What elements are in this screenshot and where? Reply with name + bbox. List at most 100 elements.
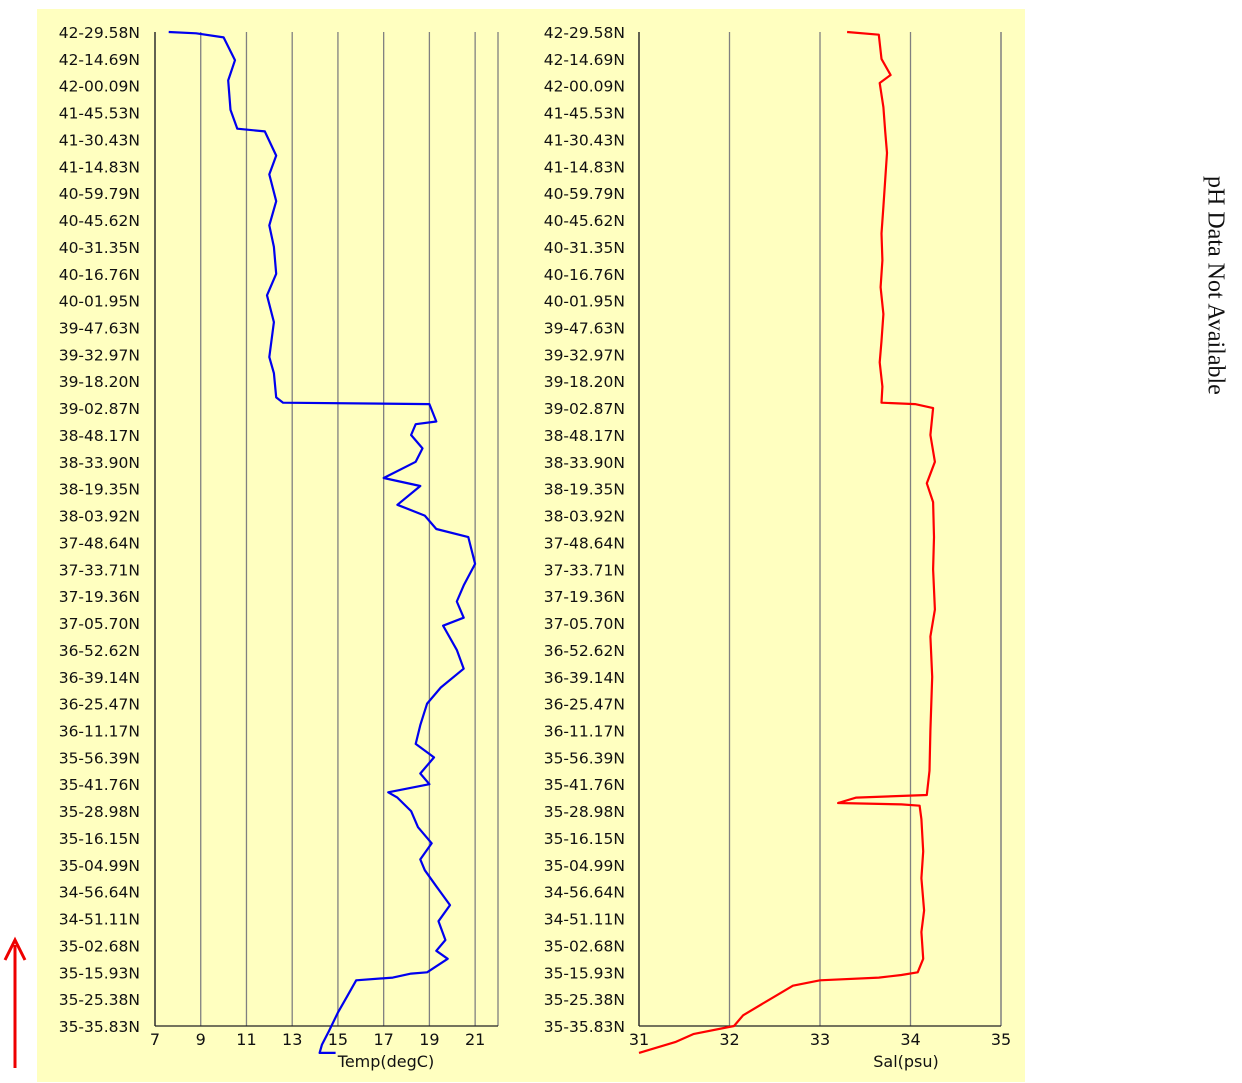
salinity-latitude-label: 39-18.20N — [544, 373, 625, 391]
temperature-latitude-label: 35-25.38N — [59, 991, 140, 1009]
temperature-latitude-label: 35-28.98N — [59, 803, 140, 821]
temperature-latitude-label: 41-30.43N — [59, 131, 140, 149]
salinity-series-line — [638, 30, 936, 1054]
salinity-x-tick-label: 33 — [810, 1030, 830, 1049]
temperature-latitude-label: 35-56.39N — [59, 749, 140, 767]
salinity-latitude-label: 36-25.47N — [544, 696, 625, 714]
temperature-latitude-label: 34-56.64N — [59, 884, 140, 902]
temperature-latitude-label: 38-19.35N — [59, 481, 140, 499]
salinity-latitude-label: 41-45.53N — [544, 105, 625, 123]
salinity-latitude-label: 37-05.70N — [544, 615, 625, 633]
salinity-latitude-label: 40-59.79N — [544, 185, 625, 203]
temperature-latitude-label: 41-45.53N — [59, 105, 140, 123]
salinity-latitude-label: 35-16.15N — [544, 830, 625, 848]
salinity-x-tick-label: 34 — [900, 1030, 920, 1049]
salinity-x-axis-label: Sal(psu) — [873, 1052, 939, 1071]
salinity-latitude-label: 34-56.64N — [544, 884, 625, 902]
temperature-latitude-label: 40-01.95N — [59, 293, 140, 311]
temperature-latitude-label: 36-39.14N — [59, 669, 140, 687]
temperature-latitude-label: 38-03.92N — [59, 508, 140, 526]
temperature-latitude-label: 39-02.87N — [59, 400, 140, 418]
temperature-latitude-label: 37-19.36N — [59, 588, 140, 606]
temperature-gridlines — [154, 32, 499, 1027]
salinity-latitude-label: 41-14.83N — [544, 158, 625, 176]
temperature-latitude-label: 35-15.93N — [59, 964, 140, 982]
temperature-latitude-label: 40-45.62N — [59, 212, 140, 230]
temperature-x-tick-label: 15 — [328, 1030, 348, 1049]
salinity-latitude-label: 40-31.35N — [544, 239, 625, 257]
temperature-latitude-label: 40-31.35N — [59, 239, 140, 257]
salinity-latitude-label: 35-41.76N — [544, 776, 625, 794]
salinity-x-tick-label: 32 — [719, 1030, 739, 1049]
temperature-latitude-label: 38-48.17N — [59, 427, 140, 445]
temperature-latitude-label: 39-47.63N — [59, 320, 140, 338]
salinity-latitude-label: 36-39.14N — [544, 669, 625, 687]
temperature-x-tick-label: 9 — [196, 1030, 206, 1049]
temperature-x-tick-label: 21 — [465, 1030, 485, 1049]
temperature-latitude-label: 39-18.20N — [59, 373, 140, 391]
salinity-latitude-label: 42-29.58N — [544, 24, 625, 42]
salinity-latitude-label: 39-02.87N — [544, 400, 625, 418]
temperature-latitude-label: 35-35.83N — [59, 1018, 140, 1036]
salinity-latitude-label: 35-04.99N — [544, 857, 625, 875]
salinity-latitude-label: 36-52.62N — [544, 642, 625, 660]
salinity-latitude-label: 37-19.36N — [544, 588, 625, 606]
temperature-x-tick-label: 7 — [150, 1030, 160, 1049]
salinity-latitude-label: 35-02.68N — [544, 937, 625, 955]
salinity-latitude-label: 35-28.98N — [544, 803, 625, 821]
temperature-latitude-labels: 42-29.58N 42-14.69N 42-00.09N 41-45.53N 41-3… — [59, 24, 140, 1036]
temperature-chart: 42-29.58N 42-14.69N 42-00.09N 41-45.53N 41-3… — [59, 24, 499, 1071]
salinity-latitude-labels: 42-29.58N 42-14.69N 42-00.09N 41-45.53N 41-3… — [544, 24, 625, 1036]
temperature-latitude-label: 38-33.90N — [59, 454, 140, 472]
temperature-plot-area — [155, 32, 498, 1026]
temperature-latitude-label: 42-14.69N — [59, 51, 140, 69]
temperature-latitude-label: 39-32.97N — [59, 346, 140, 364]
salinity-latitude-label: 35-35.83N — [544, 1018, 625, 1036]
salinity-latitude-label: 35-15.93N — [544, 964, 625, 982]
temperature-latitude-label: 40-59.79N — [59, 185, 140, 203]
temperature-latitude-label: 36-25.47N — [59, 696, 140, 714]
salinity-latitude-label: 35-56.39N — [544, 749, 625, 767]
salinity-latitude-label: 36-11.17N — [544, 722, 625, 740]
salinity-latitude-label: 35-25.38N — [544, 991, 625, 1009]
salinity-latitude-label: 38-19.35N — [544, 481, 625, 499]
temperature-latitude-label: 36-11.17N — [59, 722, 140, 740]
salinity-latitude-label: 38-03.92N — [544, 508, 625, 526]
temperature-latitude-label: 42-29.58N — [59, 24, 140, 42]
salinity-latitude-label: 42-14.69N — [544, 51, 625, 69]
salinity-latitude-label: 39-32.97N — [544, 346, 625, 364]
salinity-latitude-label: 40-01.95N — [544, 293, 625, 311]
temperature-series-line — [168, 30, 477, 1054]
salinity-latitude-label: 40-16.76N — [544, 266, 625, 284]
temperature-x-tick-label: 19 — [419, 1030, 439, 1049]
salinity-latitude-label: 38-48.17N — [544, 427, 625, 445]
salinity-latitude-label: 42-00.09N — [544, 78, 625, 96]
temperature-latitude-label: 35-02.68N — [59, 937, 140, 955]
temperature-x-tick-label: 13 — [282, 1030, 302, 1049]
temperature-latitude-label: 37-05.70N — [59, 615, 140, 633]
temperature-latitude-label: 34-51.11N — [59, 911, 140, 929]
temperature-x-tick-label: 17 — [373, 1030, 393, 1049]
salinity-latitude-label: 37-33.71N — [544, 561, 625, 579]
temperature-x-axis-label: Temp(degC) — [337, 1052, 434, 1071]
temperature-latitude-label: 41-14.83N — [59, 158, 140, 176]
arrow-up-icon — [3, 936, 27, 1068]
temperature-latitude-label: 37-48.64N — [59, 534, 140, 552]
temperature-x-tick-labels: 7 9 11 13 15 17 19 21 — [150, 1030, 485, 1049]
temperature-latitude-label: 42-00.09N — [59, 78, 140, 96]
salinity-latitude-label: 40-45.62N — [544, 212, 625, 230]
salinity-x-tick-label: 31 — [629, 1030, 649, 1049]
salinity-chart: 42-29.58N 42-14.69N 42-00.09N 41-45.53N 41-3… — [544, 24, 1011, 1071]
salinity-latitude-label: 34-51.11N — [544, 911, 625, 929]
temperature-latitude-label: 35-41.76N — [59, 776, 140, 794]
salinity-x-tick-labels: 31 32 33 34 35 — [629, 1030, 1011, 1049]
temperature-latitude-label: 40-16.76N — [59, 266, 140, 284]
temperature-latitude-label: 36-52.62N — [59, 642, 140, 660]
temperature-latitude-label: 35-04.99N — [59, 857, 140, 875]
salinity-gridlines — [638, 32, 1002, 1027]
salinity-latitude-label: 41-30.43N — [544, 131, 625, 149]
ph-data-note: pH Data Not Available — [1202, 175, 1229, 395]
temperature-latitude-label: 35-16.15N — [59, 830, 140, 848]
salinity-latitude-label: 37-48.64N — [544, 534, 625, 552]
